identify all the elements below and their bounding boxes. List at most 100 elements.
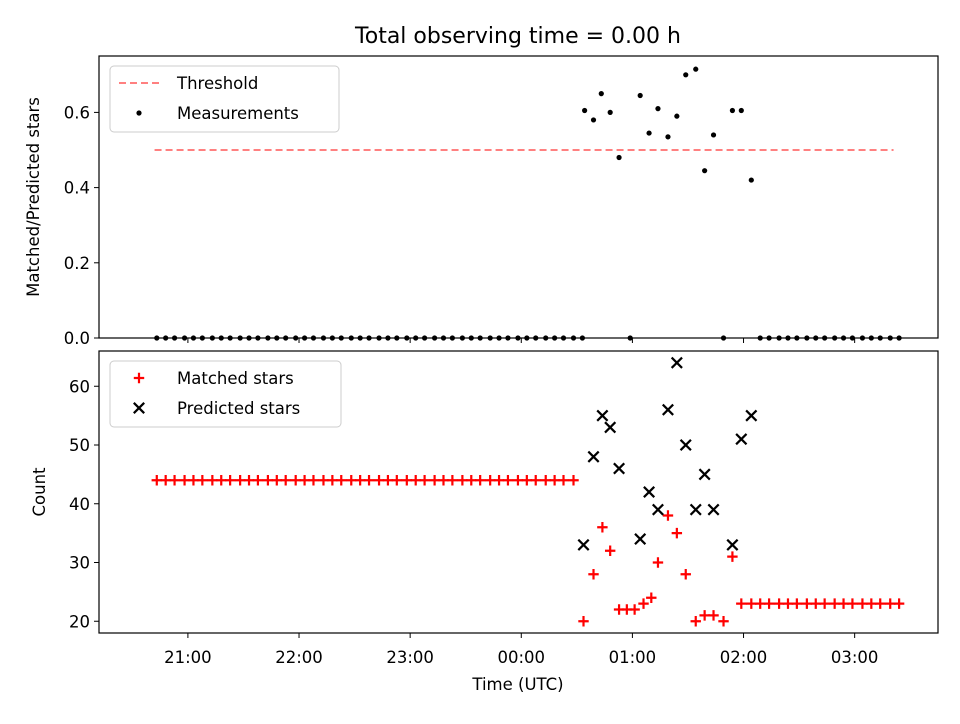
- data-point: [718, 616, 729, 627]
- bottom-panel: Count 20 30 40 50 60 21:00 22:00 23:00 00:00 01:0…: [30, 350, 939, 667]
- data-point: [679, 439, 692, 451]
- data-point: [738, 107, 744, 114]
- data-point: [885, 598, 896, 609]
- top-panel: Matched/Predicted stars 0.0 0.2 0.4 0.6 Thre…: [24, 55, 939, 348]
- data-point: [638, 598, 649, 609]
- data-point: [634, 533, 647, 545]
- data-point: [493, 475, 505, 486]
- data-point: [577, 538, 590, 551]
- data-point: [819, 598, 830, 609]
- legend-bottom: Matched stars Predicted stars: [109, 360, 342, 428]
- y-tick-label-top: 0.2: [64, 254, 90, 273]
- data-point: [262, 475, 274, 486]
- data-point: [466, 475, 477, 486]
- data-point: [893, 598, 905, 609]
- data-point: [646, 592, 657, 603]
- axes-frame-top: [98, 55, 939, 339]
- data-point: [782, 598, 794, 609]
- data-point: [661, 403, 674, 416]
- data-point: [735, 433, 748, 446]
- legend-swatch: [133, 402, 145, 414]
- legend-box: [109, 360, 342, 428]
- data-point: [336, 475, 347, 486]
- data-point: [857, 598, 868, 609]
- data-point: [629, 604, 640, 615]
- legend-box: [109, 65, 340, 133]
- data-point: [578, 616, 589, 627]
- y-tick-label-bottom: 40: [69, 495, 90, 514]
- data-point: [363, 475, 375, 486]
- data-point: [327, 475, 338, 486]
- legend-swatch: [136, 110, 142, 116]
- legend-top: Threshold Measurements: [109, 65, 340, 133]
- data-point: [699, 610, 710, 621]
- y-tick-label-top: 0.0: [64, 329, 90, 348]
- data-point: [410, 475, 421, 486]
- data-point: [698, 468, 711, 481]
- data-point: [521, 475, 533, 486]
- data-point: [875, 598, 886, 609]
- data-point: [540, 475, 551, 486]
- data-point: [587, 450, 600, 463]
- data-point: [829, 598, 840, 609]
- data-point: [646, 130, 652, 136]
- data-point: [207, 475, 218, 486]
- data-point: [683, 72, 689, 78]
- data-point: [484, 475, 496, 486]
- data-point: [801, 598, 813, 609]
- data-point: [847, 598, 858, 609]
- chart-title: Total observing time = 0.00 h: [354, 24, 681, 49]
- data-point: [726, 538, 739, 551]
- data-point: [596, 409, 609, 422]
- data-point: [530, 475, 541, 486]
- data-point: [582, 107, 588, 114]
- x-tick-label: 23:00: [386, 648, 434, 667]
- data-point: [665, 134, 671, 140]
- data-point: [252, 475, 264, 486]
- x-tick-label: 21:00: [164, 648, 212, 667]
- data-point: [188, 475, 199, 486]
- series-measurements: [154, 66, 902, 341]
- data-point: [549, 475, 560, 486]
- data-point: [643, 486, 656, 498]
- data-point: [866, 598, 877, 609]
- y-tick-label-bottom: 30: [69, 554, 90, 573]
- data-point: [607, 109, 613, 115]
- x-tick-label: 22:00: [275, 648, 323, 667]
- x-tick-label: 03:00: [831, 648, 879, 667]
- data-point: [670, 356, 683, 369]
- data-point: [604, 545, 616, 556]
- legend-label: Threshold: [176, 74, 258, 93]
- data-point: [224, 475, 236, 486]
- data-point: [746, 598, 757, 609]
- data-point: [637, 92, 643, 99]
- data-point: [773, 598, 785, 609]
- data-point: [197, 475, 208, 486]
- data-point: [299, 475, 310, 486]
- data-point: [662, 510, 674, 521]
- data-point: [616, 154, 622, 161]
- data-point: [680, 569, 691, 580]
- y-tick-label-top: 0.4: [64, 179, 90, 198]
- data-point: [438, 475, 449, 486]
- legend-label: Measurements: [177, 104, 299, 123]
- data-point: [346, 475, 357, 486]
- data-point: [243, 475, 255, 486]
- data-point: [745, 409, 758, 422]
- data-point: [597, 522, 608, 533]
- data-point: [674, 113, 680, 119]
- data-point: [729, 107, 736, 114]
- y-tick-label-bottom: 60: [69, 377, 90, 396]
- data-point: [655, 106, 661, 112]
- y-tick-label-bottom: 20: [69, 612, 90, 631]
- data-point: [710, 132, 717, 138]
- data-point: [598, 91, 604, 97]
- data-point: [702, 168, 708, 174]
- data-point: [151, 475, 162, 486]
- data-point: [271, 475, 283, 486]
- data-point: [791, 598, 803, 609]
- data-point: [763, 598, 775, 609]
- data-point: [447, 475, 458, 486]
- data-point: [727, 551, 738, 562]
